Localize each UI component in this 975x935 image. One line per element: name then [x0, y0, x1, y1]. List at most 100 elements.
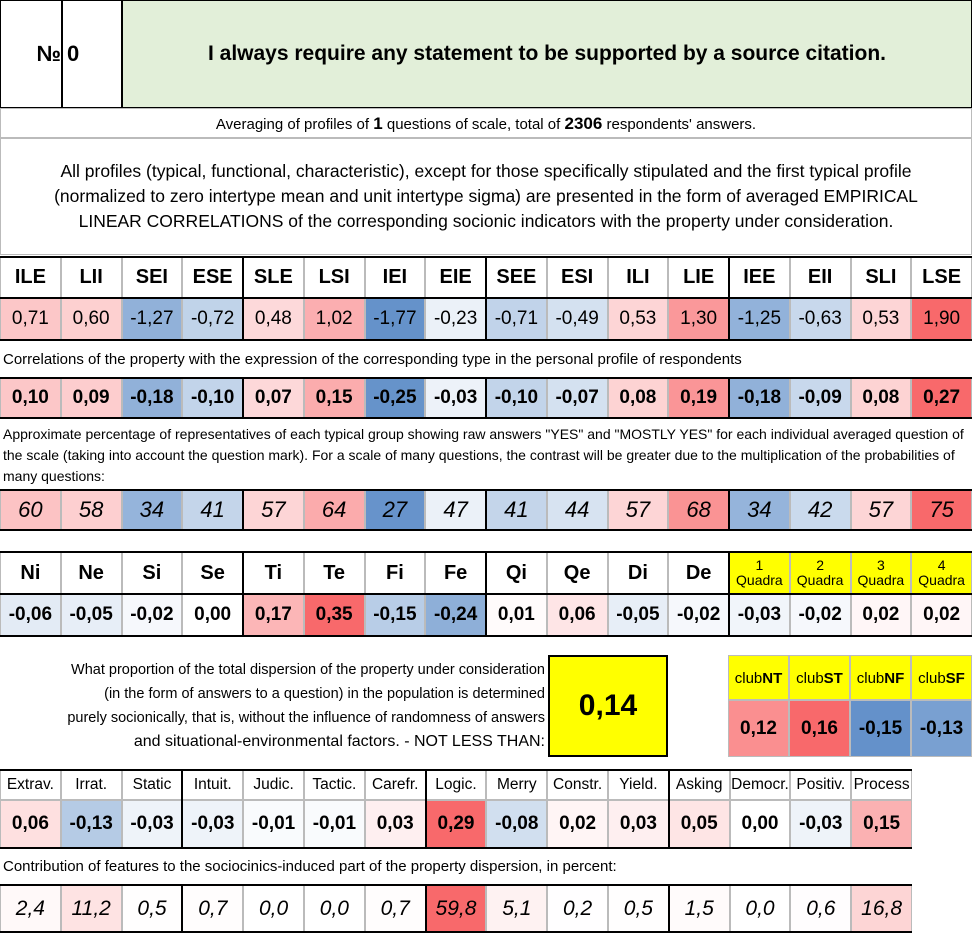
correlation-value: 0,08 [607, 378, 669, 418]
function-value: -0,24 [425, 594, 486, 636]
percent-value: 64 [303, 490, 365, 530]
type-name: IEI [364, 257, 426, 298]
type-name: EII [789, 257, 851, 298]
correlation-value: 0,15 [303, 378, 365, 418]
trait-name: Merry [486, 770, 548, 800]
summary-part: questions of scale, total of [382, 116, 565, 133]
rule [485, 377, 487, 419]
contribution-value: 0,2 [547, 885, 608, 932]
rule [728, 377, 730, 419]
profile-value: 0,48 [243, 298, 304, 340]
trait-value: 0,29 [425, 800, 487, 848]
dispersion-text: and situational-environmental factors. -… [133, 733, 545, 750]
trait-value: 0,02 [547, 800, 608, 848]
contribution-value: 16,8 [851, 885, 912, 932]
summary-part: 1 [373, 114, 383, 133]
correlation-value: -0,25 [364, 378, 426, 418]
function-name: Ne [60, 552, 122, 594]
trait-value: 0,03 [608, 800, 669, 848]
quadra-label: Quadra [918, 572, 965, 588]
rule [0, 769, 912, 771]
percent-value: 27 [364, 490, 426, 530]
club-value: 0,16 [789, 700, 850, 757]
type-name: LSE [911, 257, 972, 298]
type-name: ILE [0, 257, 61, 298]
correlation-value: -0,03 [425, 378, 486, 418]
type-name: LSI [303, 257, 365, 298]
club-suffix: SF [945, 670, 965, 687]
percent-value: 42 [789, 490, 851, 530]
note: All profiles (typical, functional, chara… [0, 138, 972, 255]
type-name: LII [60, 257, 122, 298]
trait-name: Process [851, 770, 912, 800]
percent-value: 41 [182, 490, 243, 530]
type-name: SEI [121, 257, 183, 298]
contribution-value: 0,5 [608, 885, 669, 932]
profile-value: -1,77 [364, 298, 426, 340]
trait-name: Asking [668, 770, 730, 800]
percent-value: 75 [911, 490, 972, 530]
type-name: LIE [668, 257, 729, 298]
function-name: Te [303, 552, 365, 594]
profile-value: -0,63 [789, 298, 851, 340]
correlation-value: -0,18 [121, 378, 183, 418]
type-name: EIE [425, 257, 486, 298]
caption: Correlations of the property with the ex… [3, 350, 742, 368]
profile-value: -0,23 [425, 298, 486, 340]
function-value: 0,00 [182, 594, 243, 636]
function-value: 0,01 [486, 594, 547, 636]
number-sign: № [0, 0, 62, 108]
contribution-value: 2,4 [0, 885, 61, 932]
function-name: Di [607, 552, 669, 594]
summary-part: Averaging of profiles of [215, 116, 374, 133]
trait-name: Logic. [425, 770, 487, 800]
club-prefix: club [918, 670, 946, 687]
function-name: Fe [425, 552, 486, 594]
function-name: Ti [243, 552, 304, 594]
club-prefix: club [734, 670, 763, 687]
contribution-value: 0,6 [790, 885, 852, 932]
rule [485, 489, 487, 531]
function-value: -0,06 [0, 594, 61, 636]
trait-value: -0,01 [304, 800, 365, 848]
type-name: ILI [607, 257, 669, 298]
contribution-value: 1,5 [668, 885, 730, 932]
rule [728, 256, 730, 340]
function-name: Si [121, 552, 183, 594]
profile-value: -0,49 [546, 298, 608, 340]
trait-name: Carefr. [364, 770, 426, 800]
profile-value: 1,90 [911, 298, 972, 340]
summary-part: 2306 [564, 114, 603, 133]
trait-name: Tactic. [304, 770, 365, 800]
club-prefix: club [856, 670, 885, 687]
rule [667, 769, 670, 848]
type-name: SLE [243, 257, 304, 298]
dispersion-text: (in the form of answers to a question) i… [104, 686, 545, 702]
contribution-value: 59,8 [425, 885, 487, 932]
function-name: Fi [364, 552, 426, 594]
trait-value: -0,03 [182, 800, 244, 848]
profile-value: -1,27 [121, 298, 183, 340]
quadra-label: Quadra [857, 572, 905, 588]
trait-value: -0,13 [60, 800, 122, 848]
percent-value: 44 [546, 490, 608, 530]
rule [242, 256, 244, 340]
trait-name: Extrav. [0, 770, 61, 800]
function-value: 0,06 [546, 594, 608, 636]
rule [485, 256, 487, 340]
percent-value: 47 [425, 490, 486, 530]
dispersion-text: purely socionically, that is, without th… [67, 710, 545, 726]
trait-value: -0,08 [486, 800, 548, 848]
percent-value: 41 [486, 490, 547, 530]
trait-value: -0,03 [121, 800, 183, 848]
dispersion-value: 0,14 [548, 655, 668, 757]
statement: I always require any statement to be sup… [122, 0, 972, 108]
contribution-value: 0,0 [243, 885, 304, 932]
percent-value: 57 [850, 490, 912, 530]
function-value: -0,15 [364, 594, 426, 636]
contribution-value: 11,2 [60, 885, 122, 932]
profile-value: 1,30 [668, 298, 729, 340]
trait-name: Irrat. [60, 770, 122, 800]
caption: Contribution of features to the sociocin… [3, 858, 617, 875]
correlation-value: 0,19 [668, 378, 729, 418]
